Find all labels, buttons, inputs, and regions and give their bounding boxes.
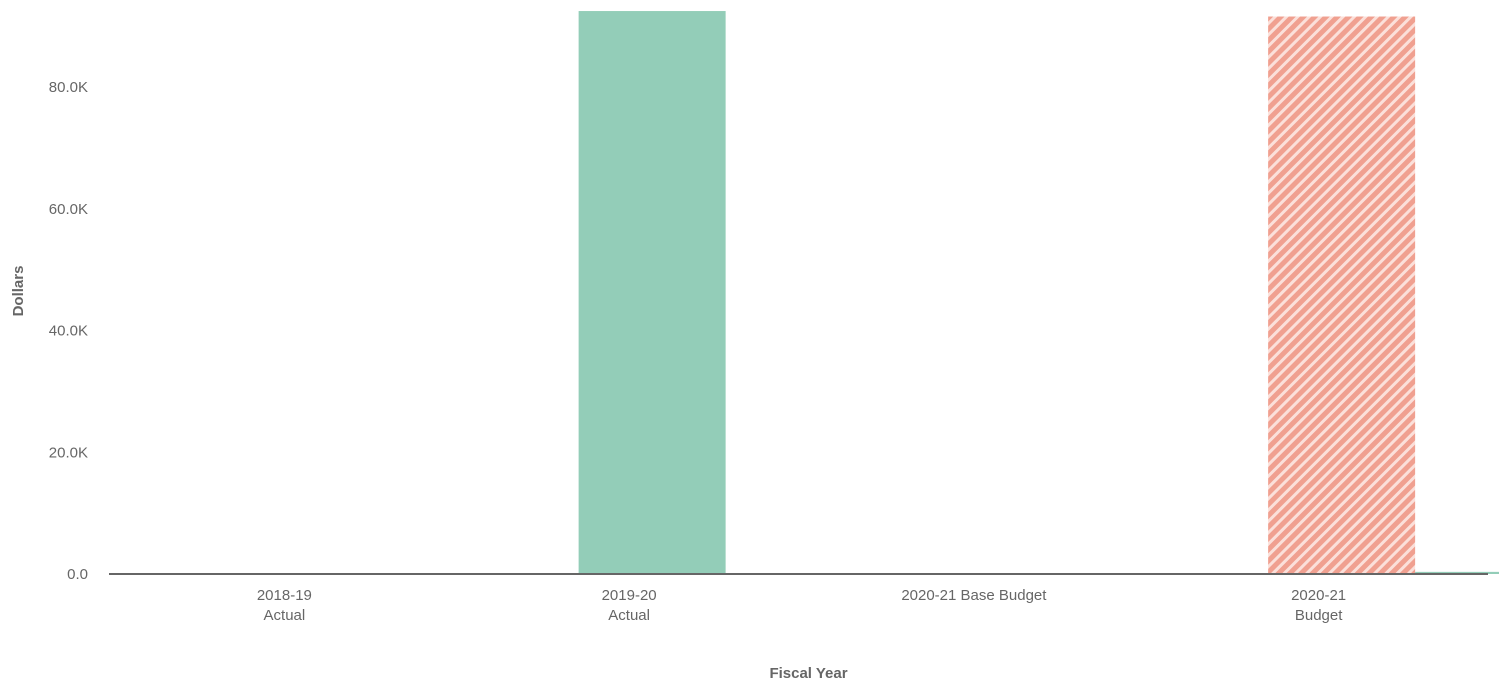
y-tick-label: 40.0K (49, 323, 88, 340)
x-axis-title: Fiscal Year (769, 665, 847, 682)
x-tick-label-line: 2019-20 (602, 587, 657, 604)
bars-group (578, 11, 1499, 574)
y-tick-label: 60.0K (49, 201, 88, 218)
bar[interactable] (1415, 571, 1499, 574)
x-axis: 2018-19 Actual 2019-20 Actual 2020-21 Base B… (257, 587, 1346, 624)
x-tick-label-line: Actual (264, 607, 306, 624)
y-axis: 0.0 20.0K 40.0K 60.0K 80.0K (49, 79, 88, 583)
x-tick-label: 2020-21 Base Budget (901, 587, 1047, 604)
y-tick-label: 80.0K (49, 79, 88, 96)
bar[interactable] (1268, 16, 1416, 574)
x-tick-label-line: 2018-19 (257, 587, 312, 604)
x-tick-label-line: 2020-21 Base Budget (901, 587, 1047, 604)
y-axis-title: Dollars (10, 266, 27, 317)
x-tick-label-line: Actual (608, 607, 650, 624)
bar[interactable] (578, 11, 726, 574)
x-tick-label: 2020-21 Budget (1291, 587, 1346, 624)
x-tick-label: 2019-20 Actual (602, 587, 657, 624)
x-tick-label-line: Budget (1295, 607, 1343, 624)
x-tick-label: 2018-19 Actual (257, 587, 312, 624)
x-tick-label-line: 2020-21 (1291, 587, 1346, 604)
y-tick-label: 0.0 (67, 566, 88, 583)
y-tick-label: 20.0K (49, 444, 88, 461)
